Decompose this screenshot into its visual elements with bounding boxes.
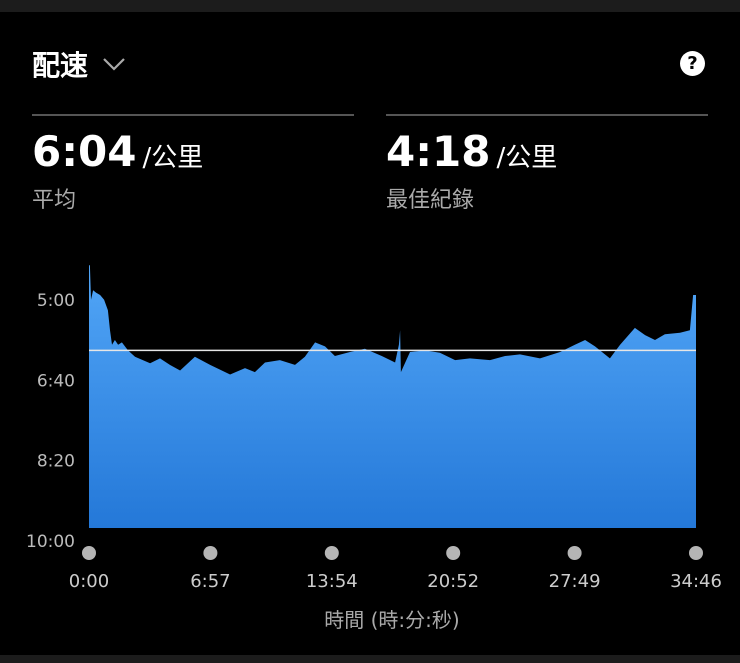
x-tick-label: 0:00	[69, 571, 109, 592]
x-tick-marker[interactable]	[567, 546, 582, 560]
x-tick-label: 6:57	[190, 571, 230, 592]
stat-unit: /公里	[496, 143, 558, 173]
question-circle-icon[interactable]: ?	[680, 51, 705, 76]
chevron-down-icon	[103, 58, 125, 71]
metric-dropdown[interactable]: 配速	[32, 44, 126, 84]
metric-title: 配速	[32, 49, 89, 82]
x-tick-label: 20:52	[427, 571, 479, 592]
stat-best: 4:18/公里 最佳紀錄	[386, 114, 708, 214]
pace-area	[89, 265, 696, 528]
stat-label: 最佳紀錄	[386, 188, 475, 213]
y-tick-label: 5:00	[37, 291, 75, 311]
stat-value: 6:04	[32, 127, 137, 176]
stat-unit: /公里	[142, 143, 204, 173]
x-tick-label: 13:54	[306, 571, 358, 592]
y-tick-label: 10:00	[26, 532, 75, 552]
stat-value: 4:18	[386, 127, 491, 176]
bottom-bar	[0, 655, 740, 663]
top-bar	[0, 0, 740, 12]
x-tick-marker[interactable]	[203, 546, 218, 560]
x-tick-marker[interactable]	[324, 546, 339, 560]
x-tick-label: 34:46	[670, 571, 722, 592]
stat-average: 6:04/公里 平均	[32, 114, 354, 214]
x-tick-marker[interactable]	[82, 546, 96, 560]
x-tick-label: 27:49	[549, 571, 601, 592]
x-tick-marker[interactable]	[446, 546, 461, 560]
y-tick-label: 6:40	[37, 371, 75, 391]
y-tick-label: 8:20	[37, 452, 75, 472]
x-tick-marker[interactable]	[689, 546, 703, 560]
x-axis-title: 時間 (時:分:秒)	[324, 608, 459, 632]
stat-label: 平均	[32, 188, 77, 213]
